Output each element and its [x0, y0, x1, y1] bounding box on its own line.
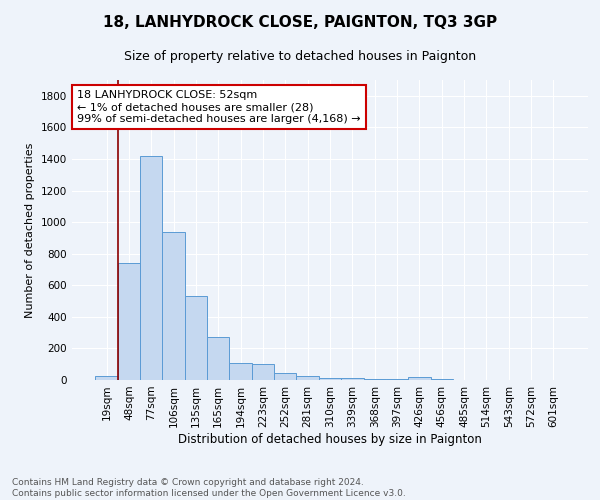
Bar [118, 263, 140, 380]
X-axis label: Distribution of detached houses by size in Paignton: Distribution of detached houses by size … [178, 432, 482, 446]
Text: 18 LANHYDROCK CLOSE: 52sqm
← 1% of detached houses are smaller (28)
99% of semi-: 18 LANHYDROCK CLOSE: 52sqm ← 1% of detac… [77, 90, 361, 124]
Bar [163, 232, 185, 380]
Text: 18, LANHYDROCK CLOSE, PAIGNTON, TQ3 3GP: 18, LANHYDROCK CLOSE, PAIGNTON, TQ3 3GP [103, 15, 497, 30]
Y-axis label: Number of detached properties: Number of detached properties [25, 142, 35, 318]
Bar [296, 376, 319, 380]
Bar [229, 362, 252, 380]
Bar [386, 379, 408, 380]
Text: Contains HM Land Registry data © Crown copyright and database right 2024.
Contai: Contains HM Land Registry data © Crown c… [12, 478, 406, 498]
Bar [207, 338, 229, 380]
Bar [140, 156, 163, 380]
Bar [408, 377, 431, 380]
Bar [95, 376, 118, 380]
Bar [319, 378, 341, 380]
Bar [341, 378, 364, 380]
Bar [252, 364, 274, 380]
Bar [274, 373, 296, 380]
Text: Size of property relative to detached houses in Paignton: Size of property relative to detached ho… [124, 50, 476, 63]
Bar [185, 296, 207, 380]
Bar [431, 379, 453, 380]
Bar [364, 378, 386, 380]
